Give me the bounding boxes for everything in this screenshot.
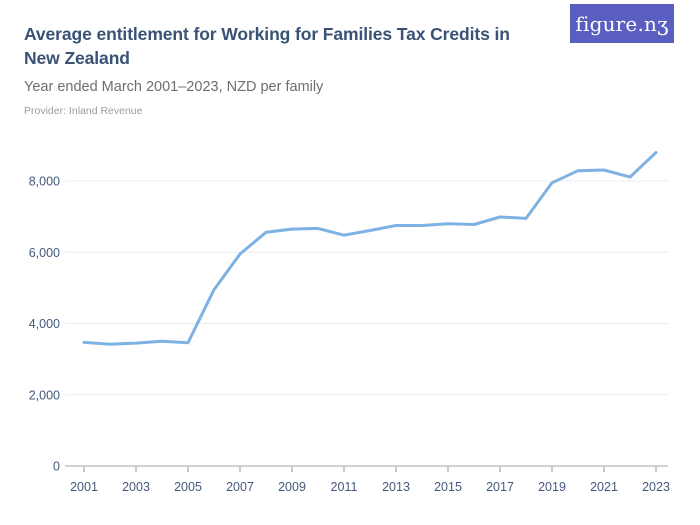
x-axis-label: 2001 (70, 480, 98, 494)
figure-nz-logo[interactable]: figure.nʒ (570, 4, 674, 43)
provider-credit: Provider: Inland Revenue (24, 105, 143, 117)
x-axis-label: 2003 (122, 480, 150, 494)
x-axis-label: 2021 (590, 480, 618, 494)
x-axis-label: 2009 (278, 480, 306, 494)
x-axis-label: 2013 (382, 480, 410, 494)
x-axis-label: 2005 (174, 480, 202, 494)
y-axis-label: 2,000 (29, 388, 60, 402)
x-axis-label: 2007 (226, 480, 254, 494)
chart-subtitle: Year ended March 2001–2023, NZD per fami… (24, 79, 324, 95)
y-axis-label: 4,000 (29, 317, 60, 331)
data-line (82, 151, 658, 346)
x-axis-label: 2011 (331, 480, 358, 494)
x-axis-label: 2023 (642, 480, 670, 494)
figure-nz-logo-text: figure.nʒ (575, 11, 669, 36)
x-axis-label: 2017 (486, 480, 514, 494)
y-axis-label: 0 (53, 460, 60, 474)
page-title: Average entitlement for Working for Fami… (24, 24, 510, 69)
x-axis-label: 2015 (434, 480, 462, 494)
y-axis-label: 6,000 (29, 246, 60, 260)
y-axis-label: 8,000 (29, 175, 60, 189)
x-axis-label: 2019 (538, 480, 566, 494)
